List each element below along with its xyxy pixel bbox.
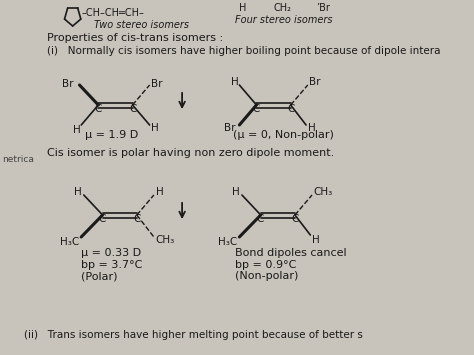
Text: Two stereo isomers: Two stereo isomers: [94, 20, 189, 30]
Text: H: H: [232, 187, 239, 197]
Text: H₃C: H₃C: [60, 237, 79, 247]
Text: H: H: [73, 125, 81, 135]
Text: C: C: [94, 104, 101, 114]
Text: H: H: [151, 123, 159, 133]
Text: –CH–CH═CH–: –CH–CH═CH–: [81, 8, 144, 18]
Text: H: H: [308, 123, 316, 133]
Text: C: C: [287, 104, 295, 114]
Text: C: C: [256, 214, 264, 224]
Text: C: C: [252, 104, 260, 114]
Text: C: C: [129, 104, 137, 114]
Text: H: H: [155, 187, 164, 197]
Text: Br: Br: [224, 123, 236, 133]
Text: Bond dipoles cancel
bp = 0.9°C
(Non-polar): Bond dipoles cancel bp = 0.9°C (Non-pola…: [235, 248, 346, 281]
Text: C: C: [98, 214, 106, 224]
Text: Br: Br: [63, 79, 74, 89]
Text: CH₂: CH₂: [273, 3, 292, 13]
Text: Properties of cis-trans isomers :: Properties of cis-trans isomers :: [47, 33, 223, 43]
Text: (μ = 0, Non-polar): (μ = 0, Non-polar): [233, 130, 333, 140]
Text: Br: Br: [151, 79, 163, 89]
Text: C: C: [133, 214, 141, 224]
Text: (ii)   Trans isomers have higher melting point because of better s: (ii) Trans isomers have higher melting p…: [24, 330, 363, 340]
Text: μ = 0.33 D
bp = 3.7°C
(Polar): μ = 0.33 D bp = 3.7°C (Polar): [81, 248, 143, 281]
Text: Br: Br: [310, 77, 321, 87]
Text: C: C: [292, 214, 299, 224]
Text: H: H: [239, 3, 247, 13]
Text: μ = 1.9 D: μ = 1.9 D: [85, 130, 139, 140]
Text: netrica: netrica: [2, 155, 34, 164]
Text: H₃C: H₃C: [218, 237, 237, 247]
Text: CH₃: CH₃: [155, 235, 175, 245]
Text: ’Br: ’Br: [316, 3, 330, 13]
Text: CH₃: CH₃: [314, 187, 333, 197]
Text: H: H: [73, 187, 81, 197]
Text: (i)   Normally cis isomers have higher boiling point because of dipole intera: (i) Normally cis isomers have higher boi…: [47, 46, 440, 56]
Text: Four stereo isomers: Four stereo isomers: [235, 15, 333, 25]
Text: H: H: [312, 235, 320, 245]
Text: H: H: [231, 77, 238, 87]
Text: Cis isomer is polar having non zero dipole moment.: Cis isomer is polar having non zero dipo…: [47, 148, 334, 158]
